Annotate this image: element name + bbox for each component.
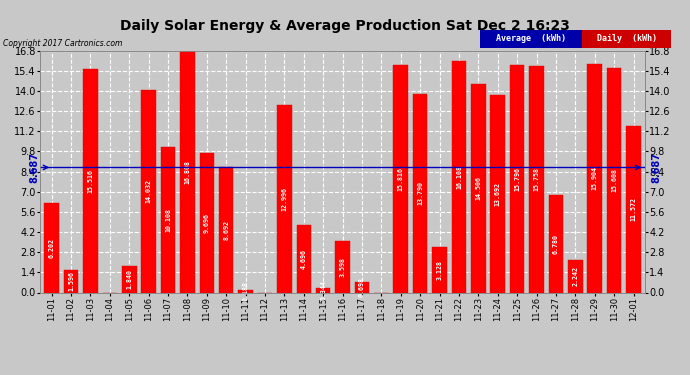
Text: 14.506: 14.506	[475, 176, 482, 200]
Bar	[161, 147, 175, 292]
Text: 0.698: 0.698	[359, 278, 365, 297]
Bar	[491, 95, 505, 292]
Text: Daily  (kWh): Daily (kWh)	[597, 34, 656, 43]
Text: 0.344: 0.344	[320, 280, 326, 300]
Text: Average  (kWh): Average (kWh)	[495, 34, 566, 43]
Bar	[63, 270, 79, 292]
Bar	[335, 241, 350, 292]
Text: 3.598: 3.598	[339, 256, 346, 277]
Text: 13.790: 13.790	[417, 181, 423, 205]
Bar	[199, 153, 214, 292]
Text: 9.696: 9.696	[204, 213, 210, 233]
Bar	[277, 105, 292, 292]
Text: Daily Solar Energy & Average Production Sat Dec 2 16:23: Daily Solar Energy & Average Production …	[120, 19, 570, 33]
Text: 1.596: 1.596	[68, 271, 74, 291]
Bar	[549, 195, 563, 292]
Bar	[607, 68, 622, 292]
Text: 15.516: 15.516	[88, 169, 93, 193]
Bar	[122, 266, 137, 292]
Text: 0.188: 0.188	[243, 281, 248, 301]
Bar	[297, 225, 311, 292]
Bar	[238, 290, 253, 292]
Text: 3.128: 3.128	[437, 260, 442, 280]
Text: 4.696: 4.696	[301, 249, 307, 269]
Bar	[44, 203, 59, 292]
Text: 15.904: 15.904	[592, 166, 598, 190]
Bar	[83, 69, 98, 292]
Text: 15.608: 15.608	[611, 168, 617, 192]
Text: 14.032: 14.032	[146, 180, 152, 204]
Bar	[627, 126, 641, 292]
Text: 10.108: 10.108	[165, 208, 171, 232]
Bar	[587, 63, 602, 292]
Bar	[219, 167, 233, 292]
Text: 15.758: 15.758	[533, 167, 540, 191]
Text: 16.808: 16.808	[184, 159, 190, 183]
Text: 6.780: 6.780	[553, 234, 559, 254]
Text: 13.692: 13.692	[495, 182, 501, 206]
Text: 6.202: 6.202	[49, 238, 55, 258]
Bar	[452, 61, 466, 292]
Bar	[316, 288, 331, 292]
Text: 8.687: 8.687	[651, 152, 661, 183]
Text: 2.242: 2.242	[572, 266, 578, 286]
Text: 1.840: 1.840	[126, 269, 132, 289]
Text: 16.108: 16.108	[456, 165, 462, 189]
Text: 15.816: 15.816	[397, 166, 404, 190]
Text: 8.687: 8.687	[29, 152, 39, 183]
Bar	[568, 260, 582, 292]
Text: Copyright 2017 Cartronics.com: Copyright 2017 Cartronics.com	[3, 39, 123, 48]
Text: 8.692: 8.692	[223, 220, 229, 240]
Bar	[180, 51, 195, 292]
Bar	[413, 94, 427, 292]
Bar	[433, 248, 447, 292]
Bar	[471, 84, 486, 292]
Text: 12.996: 12.996	[282, 187, 288, 211]
Text: 11.572: 11.572	[631, 197, 636, 221]
Bar	[510, 65, 524, 292]
Text: 15.796: 15.796	[514, 167, 520, 191]
Bar	[355, 282, 369, 292]
Bar	[393, 65, 408, 292]
Bar	[529, 66, 544, 292]
Bar	[141, 90, 156, 292]
